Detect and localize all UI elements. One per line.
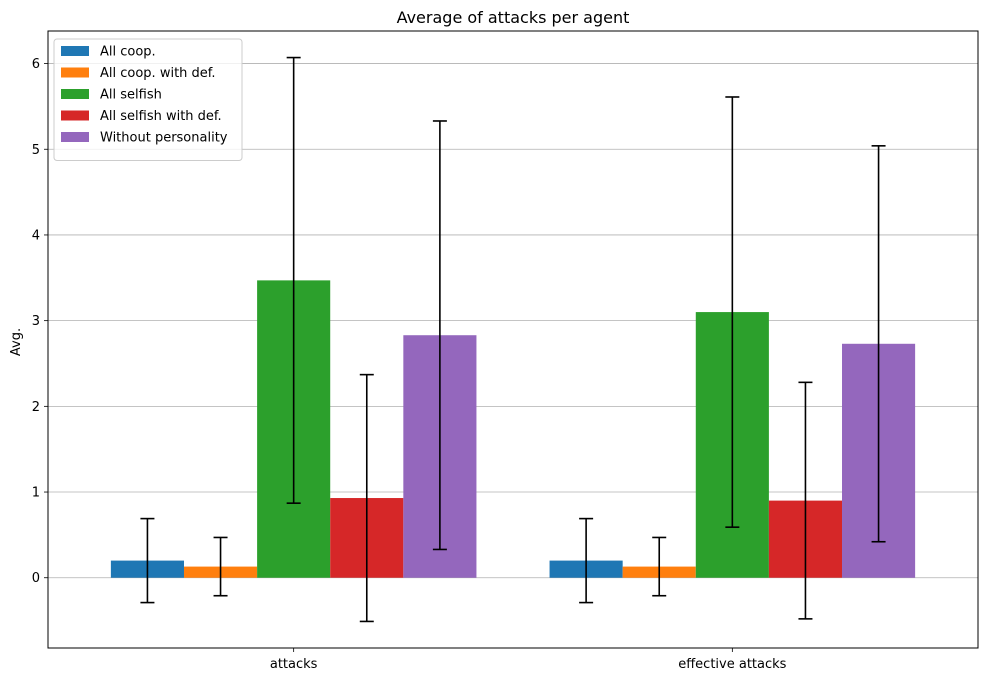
y-tick-label: 2 [32, 400, 40, 415]
legend-swatch [61, 110, 89, 121]
legend-swatch [61, 89, 89, 99]
y-tick-label: 6 [32, 57, 40, 72]
y-tick-label: 4 [32, 228, 40, 243]
legend-label: All selfish with def. [100, 109, 222, 124]
legend-label: All coop. [100, 45, 156, 60]
bars [110, 280, 916, 578]
y-tick-label: 3 [32, 314, 40, 329]
legend-label: All coop. with def. [100, 66, 216, 81]
x-tick-label: effective attacks [678, 657, 786, 672]
legend-swatch [61, 67, 89, 78]
y-tick-label: 5 [32, 143, 40, 158]
error-bars [140, 56, 886, 623]
y-axis: 0 1 2 3 4 5 6 [32, 57, 48, 586]
legend-label: All selfish [100, 88, 162, 103]
y-tick-label: 1 [32, 486, 40, 501]
x-tick-label: attacks [270, 657, 318, 672]
x-axis: attacks effective attacks [270, 648, 787, 672]
plot-area-frame [47, 30, 979, 649]
legend-box [53, 38, 243, 161]
y-axis-label: Avg. [9, 328, 24, 356]
legend: All coop. All coop. with def. All selfish A… [53, 38, 243, 161]
y-tick-label: 0 [32, 571, 40, 586]
legend-label: Without personality [100, 131, 228, 146]
chart-title: Average of attacks per agent [397, 8, 630, 27]
legend-swatch [61, 132, 89, 142]
legend-swatch [61, 46, 89, 56]
